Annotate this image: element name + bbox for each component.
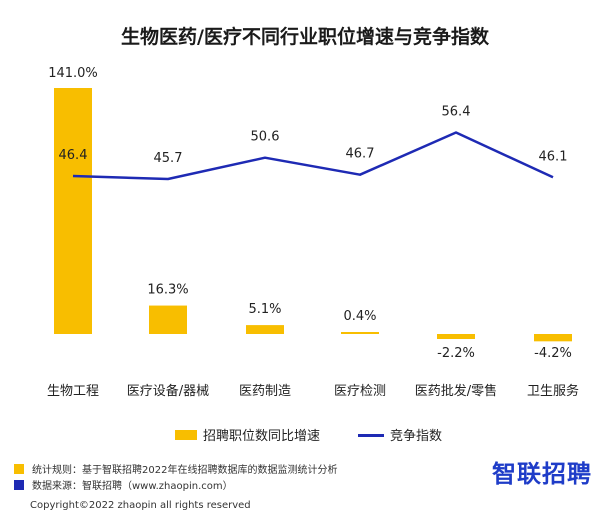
zhaopin-logo: 智联招聘 <box>492 460 592 488</box>
competition-index-line <box>72 131 554 181</box>
bar-value-label-0: 141.0% <box>48 66 98 81</box>
bar-value-label-3: 0.4% <box>343 309 376 324</box>
line-value-label-1: 45.7 <box>154 151 183 166</box>
bar-2 <box>246 325 284 334</box>
x-tick-label-3: 医疗检测 <box>334 384 386 399</box>
note-rule-text: 统计规则：基于智联招聘2022年在线招聘数据库的数据监测统计分析 <box>32 465 338 476</box>
note-source: 数据来源：智联招聘（www.zhaopin.com） <box>14 477 233 492</box>
bar-5 <box>534 334 572 342</box>
legend-bar-swatch <box>175 430 197 440</box>
bar-3 <box>341 332 379 334</box>
note-rule: 统计规则：基于智联招聘2022年在线招聘数据库的数据监测统计分析 <box>14 461 337 476</box>
bar-0 <box>54 88 92 334</box>
note-source-square <box>14 480 24 490</box>
x-tick-label-4: 医药批发/零售 <box>415 383 497 399</box>
bar-value-label-4: -2.2% <box>437 346 475 361</box>
note-rule-square <box>14 464 24 474</box>
x-tick-label-5: 卫生服务 <box>527 383 579 399</box>
line-value-label-4: 56.4 <box>442 105 471 120</box>
line-value-label-0: 46.4 <box>59 148 88 163</box>
bar-value-label-5: -4.2% <box>534 346 572 361</box>
x-tick-label-0: 生物工程 <box>47 384 99 399</box>
copyright-text: Copyright©2022 zhaopin all rights reserv… <box>30 500 251 511</box>
legend-line-swatch <box>358 434 384 437</box>
note-source-text: 数据来源：智联招聘（www.zhaopin.com） <box>32 481 233 492</box>
chart-area: 141.0% 16.3% 5.1% 0.4% -2.2% -4.2% 46.4 45.7 50.… <box>47 66 579 399</box>
bar-value-label-2: 5.1% <box>248 302 281 317</box>
chart-title: 生物医药/医疗不同行业职位增速与竞争指数 <box>121 26 489 48</box>
legend-line-label: 竞争指数 <box>390 429 443 444</box>
line-value-label-5: 46.1 <box>539 149 568 164</box>
x-tick-label-1: 医疗设备/器械 <box>127 383 209 399</box>
line-value-label-3: 46.7 <box>346 147 375 162</box>
bar-value-label-1: 16.3% <box>147 283 188 298</box>
line-value-label-2: 50.6 <box>251 130 280 145</box>
bar-4 <box>437 334 475 339</box>
legend-bar-label: 招聘职位数同比增速 <box>203 429 321 444</box>
x-tick-label-2: 医药制造 <box>239 384 291 399</box>
bar-1 <box>149 305 187 334</box>
